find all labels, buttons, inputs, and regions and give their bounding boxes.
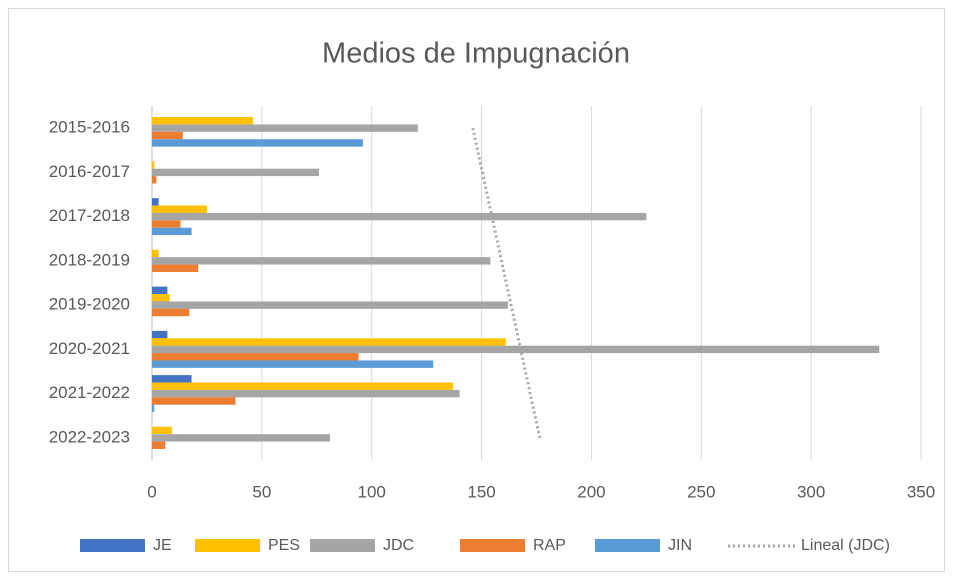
legend-swatch bbox=[460, 539, 525, 552]
bar bbox=[152, 286, 168, 295]
x-tick-label: 150 bbox=[467, 482, 495, 501]
x-tick-label: 350 bbox=[907, 482, 935, 501]
legend-label: JDC bbox=[383, 537, 414, 554]
y-tick-label: 2017-2018 bbox=[49, 206, 130, 225]
bar bbox=[152, 308, 190, 317]
bar bbox=[152, 338, 506, 346]
bar bbox=[152, 360, 434, 368]
bar bbox=[152, 168, 319, 177]
y-tick-label: 2021-2022 bbox=[49, 383, 130, 402]
bar bbox=[152, 124, 418, 132]
x-tick-label: 100 bbox=[358, 482, 386, 501]
bar bbox=[152, 375, 192, 383]
bar bbox=[152, 198, 159, 206]
bar bbox=[152, 176, 157, 184]
bar bbox=[152, 264, 199, 272]
x-tick-label: 300 bbox=[797, 482, 825, 501]
legend-swatch bbox=[195, 539, 260, 552]
bar bbox=[152, 434, 330, 442]
bar bbox=[152, 257, 491, 265]
bar bbox=[152, 404, 155, 413]
legend-swatch bbox=[310, 539, 375, 552]
x-tick-label: 50 bbox=[252, 482, 271, 501]
legend-label: RAP bbox=[533, 537, 566, 554]
y-tick-label: 2022-2023 bbox=[49, 427, 130, 446]
bar bbox=[152, 161, 155, 169]
chart-title: Medios de Impugnación bbox=[322, 38, 630, 70]
bar bbox=[152, 294, 170, 302]
x-tick-label: 0 bbox=[147, 482, 156, 501]
legend-label: JIN bbox=[668, 537, 692, 554]
bar bbox=[152, 212, 647, 221]
bar bbox=[152, 330, 168, 339]
legend-label: Lineal (JDC) bbox=[801, 537, 890, 554]
y-tick-label: 2016-2017 bbox=[49, 162, 130, 181]
bar bbox=[152, 441, 166, 449]
bar bbox=[152, 382, 454, 390]
bar bbox=[152, 205, 207, 213]
bar bbox=[152, 397, 236, 405]
x-tick-label: 200 bbox=[577, 482, 605, 501]
bar bbox=[152, 131, 183, 140]
y-tick-label: 2018-2019 bbox=[49, 250, 130, 269]
y-tick-label: 2019-2020 bbox=[49, 295, 130, 314]
bar bbox=[152, 249, 159, 258]
bar bbox=[152, 117, 254, 125]
y-tick-label: 2020-2021 bbox=[49, 339, 130, 358]
legend-swatch bbox=[595, 539, 660, 552]
bar bbox=[152, 345, 880, 354]
legend-swatch bbox=[80, 539, 145, 552]
bar bbox=[152, 220, 181, 228]
y-tick-label: 2015-2016 bbox=[49, 118, 130, 137]
bar bbox=[152, 426, 172, 435]
legend-label: JE bbox=[153, 537, 172, 554]
bar bbox=[152, 139, 363, 147]
bar bbox=[152, 227, 192, 236]
bar bbox=[152, 353, 359, 361]
bar bbox=[152, 389, 460, 398]
legend-label: PES bbox=[268, 537, 300, 554]
bar bbox=[152, 301, 508, 309]
x-tick-label: 250 bbox=[687, 482, 715, 501]
